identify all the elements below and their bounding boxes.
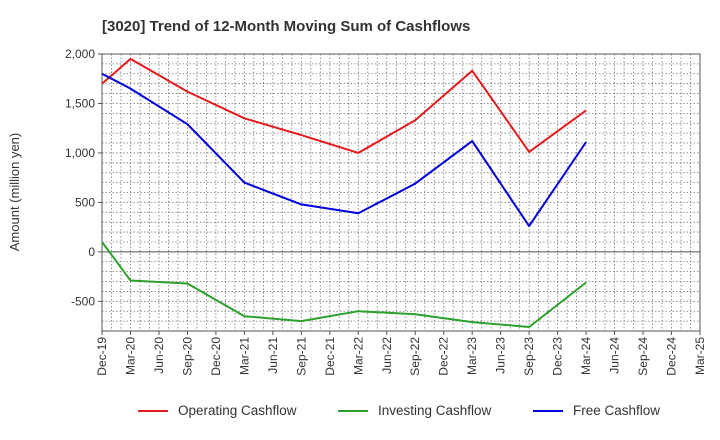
x-tick-label: Mar-22 [351, 337, 365, 375]
x-axis: Dec-19 Mar-20 Jun-20 Sep-20 Dec-20 Mar-21 Jun-… [95, 331, 707, 376]
series-layer [101, 57, 587, 328]
x-tick-label: Jun-24 [608, 337, 622, 374]
y-tick-label: 0 [88, 245, 95, 259]
x-tick-label: Mar-23 [465, 337, 479, 375]
horizontal-gridlines [102, 63, 700, 322]
x-tick-label: Sep-20 [180, 337, 194, 376]
x-tick-label: Jun-22 [380, 337, 394, 374]
x-tick-label: Dec-21 [323, 337, 337, 376]
x-tick-label: Dec-19 [95, 337, 109, 376]
y-tick-label: 2,000 [65, 47, 95, 61]
y-axis-title: Amount (million yen) [7, 133, 22, 252]
series-line-investing-cashflow [101, 241, 587, 328]
x-tick-label: Sep-22 [408, 337, 422, 376]
x-tick-label: Sep-21 [294, 337, 308, 376]
vertical-gridlines [111, 54, 691, 331]
x-tick-label: Mar-25 [693, 337, 707, 375]
x-tick-label: Mar-21 [237, 337, 251, 375]
chart-title: [3020] Trend of 12-Month Moving Sum of C… [102, 18, 470, 35]
plot-frame [101, 53, 701, 332]
series-line-free-cashflow [101, 72, 587, 228]
x-tick-label: Sep-24 [636, 337, 650, 376]
legend-label-free-cashflow: Free Cashflow [573, 403, 660, 418]
y-tick-label: -500 [71, 294, 95, 308]
x-tick-label: Jun-20 [152, 337, 166, 374]
legend-label-investing-cashflow: Investing Cashflow [378, 403, 492, 418]
y-tick-label: 500 [75, 195, 95, 209]
y-axis: 2,000 1,500 1,000 500 0 -500 [65, 47, 102, 308]
x-tick-label: Dec-24 [665, 337, 679, 376]
legend-label-operating-cashflow: Operating Cashflow [178, 403, 297, 418]
series-line-operating-cashflow [101, 57, 587, 154]
x-tick-label: Mar-24 [579, 337, 593, 375]
x-tick-label: Jun-21 [266, 337, 280, 374]
x-tick-label: Jun-23 [494, 337, 508, 374]
x-tick-label: Sep-23 [522, 337, 536, 376]
x-tick-label: Mar-20 [123, 337, 137, 375]
x-tick-label: Dec-23 [551, 337, 565, 376]
y-tick-label: 1,000 [65, 146, 95, 160]
x-tick-label: Dec-20 [209, 337, 223, 376]
legend: Operating Cashflow Investing Cashflow Free… [138, 403, 660, 418]
y-tick-label: 1,500 [65, 96, 95, 110]
x-tick-label: Dec-22 [437, 337, 451, 376]
